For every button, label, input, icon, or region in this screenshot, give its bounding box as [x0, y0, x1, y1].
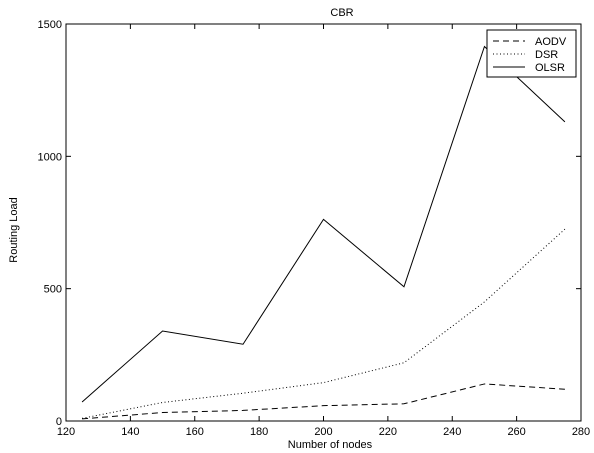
- x-tick-label: 200: [314, 426, 332, 438]
- y-tick-label: 500: [44, 284, 62, 296]
- y-tick-label: 1500: [38, 19, 62, 31]
- x-tick-label: 260: [507, 426, 525, 438]
- legend-label-aodv: AODV: [535, 36, 567, 48]
- series-line-olsr: [81, 45, 566, 403]
- x-tick-label: 180: [250, 426, 268, 438]
- legend-box: [486, 29, 577, 78]
- y-tick-label: 0: [56, 416, 62, 428]
- series-lines: [81, 45, 566, 420]
- chart-title: CBR: [330, 7, 353, 19]
- series-line-dsr: [81, 228, 566, 419]
- legend-label-dsr: DSR: [535, 49, 558, 61]
- x-tick-label: 160: [186, 426, 204, 438]
- legend-label-olsr: OLSR: [535, 62, 565, 74]
- x-tick-label: 220: [379, 426, 397, 438]
- y-axis-label: Routing Load: [8, 197, 20, 262]
- x-tick-label: 240: [443, 426, 461, 438]
- y-tick-label: 1000: [38, 151, 62, 163]
- x-tick-label: 280: [572, 426, 590, 438]
- x-axis-label: Number of nodes: [288, 439, 373, 451]
- axis-ticks: 120 140 160 180 200 220 240 260 280 0 500 1000 1500: [38, 19, 591, 438]
- series-line-aodv: [82, 383, 565, 420]
- x-tick-label: 120: [57, 426, 75, 438]
- x-tick-label: 140: [121, 426, 139, 438]
